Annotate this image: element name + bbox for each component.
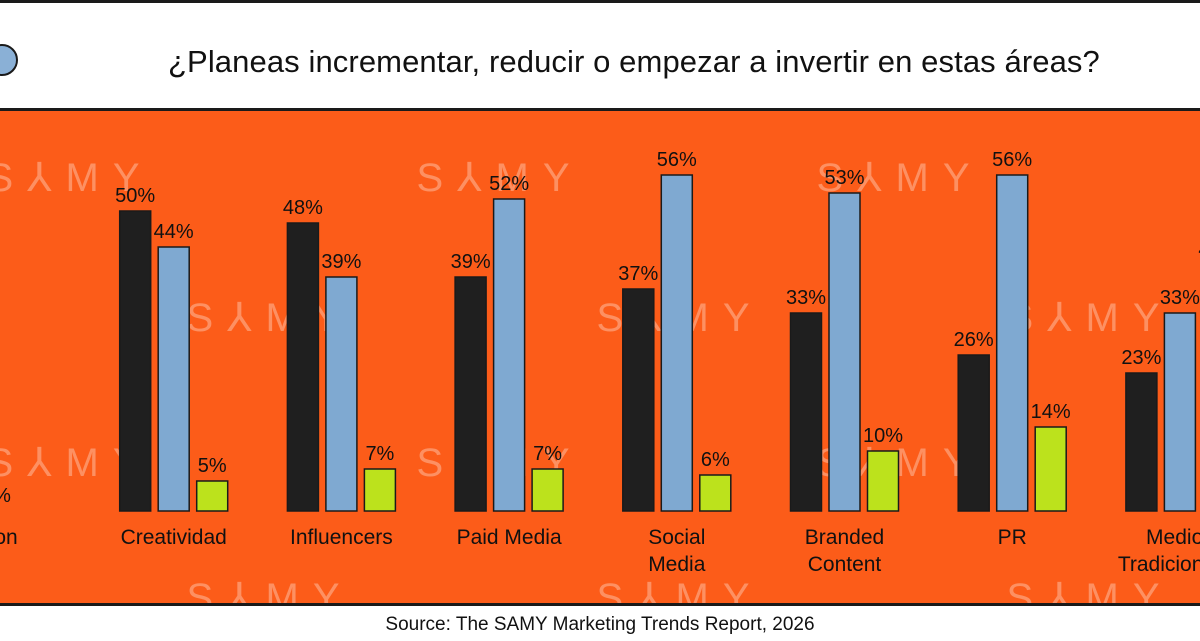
bar-value-label: 14% [1031,401,1071,423]
bar-value-label: % [0,485,11,507]
top-rule [0,0,1200,3]
bar-value-label: 33% [786,287,826,309]
category-label: Influencers [290,526,393,549]
bar-chart: S⅄MY S⅄MY S⅄MYS⅄MY S⅄MYS⅄MY S⅄MYS⅄MY S⅄MY S⅄MY… [0,149,1200,603]
bar-value-label: 56% [657,149,697,171]
bar [118,210,152,512]
bar [195,480,229,512]
bar-value-label: 10% [863,425,903,447]
bar-value-label: 44% [154,221,194,243]
bar [828,192,861,512]
bar [325,276,358,512]
bar [789,312,823,512]
watermark-text: S⅄MY [1006,576,1173,603]
category-label: Content [808,553,882,576]
bar [454,276,487,512]
bar-value-label: 6% [701,449,730,471]
bar-value-label: 23% [1121,347,1161,369]
bar [157,246,190,512]
bar [1034,426,1067,512]
bar-value-label: 52% [489,173,529,195]
bar-value-label: 56% [992,149,1032,171]
bar-value-label: 37% [618,263,658,285]
bar [622,288,655,512]
category-label: Tradicionales [1118,553,1200,576]
bar [957,354,990,512]
bar [363,468,397,512]
category-label: Media [648,553,706,576]
category-label: Paid Media [457,526,562,549]
bar [492,198,526,512]
bar-value-label: 39% [451,251,491,273]
bar [1125,372,1158,512]
bar [531,468,564,512]
watermark-text: S⅄MY [186,576,353,603]
bar [995,174,1029,512]
bar-value-label: 33% [1160,287,1200,309]
watermark-text: S⅄MY [1006,296,1173,340]
bar [866,450,900,512]
bar [660,174,694,512]
bar-value-label: 48% [283,197,323,219]
source-note: Source: The SAMY Marketing Trends Report… [385,614,815,635]
bar-value-label: 41% [1198,239,1200,261]
bar-value-label: 5% [198,455,227,477]
watermark-text: S⅄MY [596,576,763,603]
bar-value-label: 7% [533,443,562,465]
bar [699,474,732,512]
category-label: Branded [805,526,884,549]
bar-value-label: 53% [824,167,864,189]
chart-title: ¿Planeas incrementar, reducir o empezar … [168,44,1100,79]
category-label: Medios [1146,526,1200,549]
watermark-text: S⅄MY [0,156,154,200]
watermark-text: S⅄MY [0,441,154,485]
bar-value-label: 7% [365,443,394,465]
category-label: Creatividad [121,526,227,549]
bar-value-label: 50% [115,185,155,207]
category-label: PR [998,526,1027,549]
bar [1163,312,1197,512]
chart-panel: S⅄MY S⅄MY S⅄MY S⅄MY S⅄MY S⅄MY S⅄MY S⅄MY S⅄MY S⅄MY… [0,108,1200,606]
category-label: Social [648,526,705,549]
title-circle-icon [0,44,18,76]
bar [286,222,320,512]
bar-value-label: 39% [321,251,361,273]
category-label: on [0,526,18,549]
bar-value-label: 26% [954,329,994,351]
watermark-text: S⅄MY [416,156,583,200]
